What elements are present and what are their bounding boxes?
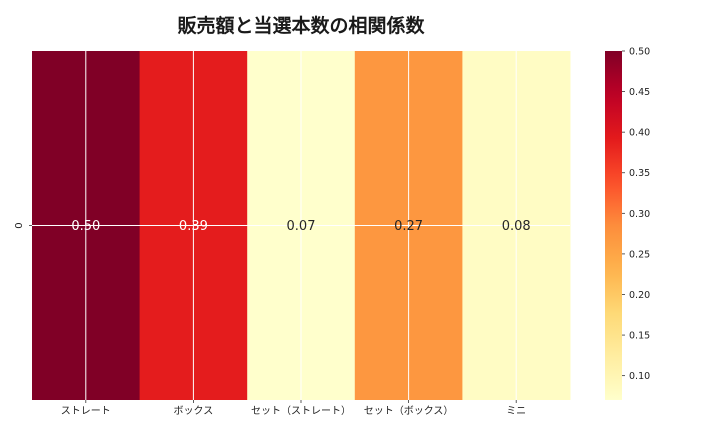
- x-tick-label: ストレート: [61, 406, 111, 417]
- colorbar-tick-label: 0.20: [629, 290, 650, 301]
- x-tick-label: セット（ボックス）: [364, 405, 454, 417]
- y-tick-labels: 0: [14, 222, 32, 229]
- colorbar: 0.50 0.45 0.40 0.35 0.30 0.25 0.20 0.15 0.10: [605, 47, 650, 400]
- cell-value-label: 0.27: [394, 219, 423, 234]
- cell-value-label: 0.07: [287, 219, 316, 234]
- colorbar-tick-label: 0.25: [629, 249, 650, 260]
- cell-labels: 0.50 0.39 0.07 0.27 0.08: [71, 219, 530, 234]
- cell-value-label: 0.08: [502, 219, 531, 234]
- x-tick-label: ミニ: [506, 406, 526, 417]
- colorbar-tick-label: 0.45: [629, 87, 650, 98]
- x-tick-label: ボックス: [174, 405, 214, 417]
- chart-title: 販売額と当選本数の相関係数: [177, 14, 425, 37]
- cell-value-label: 0.39: [179, 219, 208, 234]
- cell-value-label: 0.50: [71, 219, 100, 234]
- y-tick-label: 0: [14, 222, 25, 228]
- colorbar-tick-label: 0.30: [629, 209, 650, 220]
- grid-lines: [32, 51, 570, 400]
- colorbar-tick-label: 0.10: [629, 371, 650, 382]
- x-tick-label: セット（ストレート）: [251, 405, 351, 417]
- x-tick-labels: ストレート ボックス セット（ストレート） セット（ボックス） ミニ: [61, 400, 526, 417]
- colorbar-tick-label: 0.15: [629, 331, 650, 342]
- colorbar-tick-label: 0.50: [629, 47, 650, 58]
- colorbar-tick-label: 0.40: [629, 128, 650, 139]
- colorbar-tick-label: 0.35: [629, 168, 650, 179]
- colorbar-gradient: [605, 51, 622, 400]
